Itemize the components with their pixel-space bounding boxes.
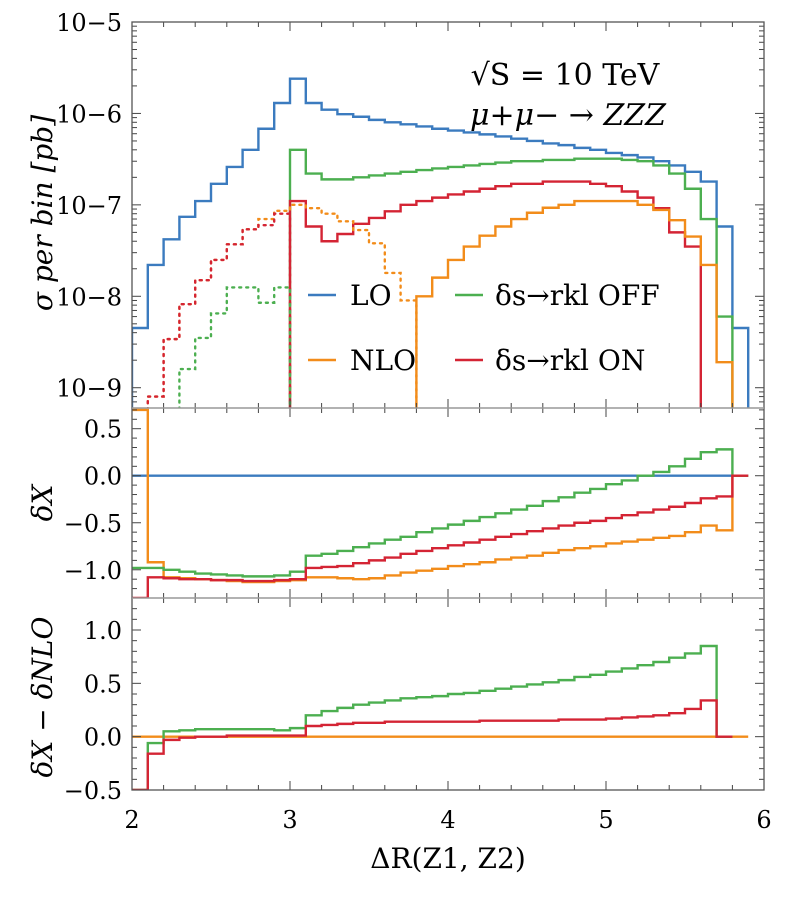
panel-2-y-tick-label: 0.0	[84, 724, 122, 752]
panel-1-series-on-line	[132, 474, 749, 598]
x-tick-label-4: 4	[440, 806, 455, 834]
x-tick-label-3: 3	[282, 806, 297, 834]
panel-0-series-group	[132, 77, 750, 408]
panel-0-series-lo-line	[132, 77, 750, 408]
energy-annotation: √S = 10 TeV	[471, 58, 661, 93]
panel-2-y-tick-label: 0.5	[84, 670, 122, 698]
panel-2-series-on-line	[132, 699, 733, 790]
panel-1-y-tick-label: 0.0	[84, 463, 122, 491]
plot-frame	[131, 21, 765, 791]
main-panel-y-tick-label: 10−8	[56, 283, 122, 311]
legend-label-lo: LO	[350, 279, 392, 312]
axes-layer: 2 3 4 5 6 ΔR(Z1, Z2) σ per bin [pb] δX δ…	[26, 58, 772, 875]
main-panel-y-axis-title: σ per bin [pb]	[26, 115, 59, 311]
panel-0-series-nlo-dotted-line	[146, 203, 418, 408]
legend-label-off: δs→rkl OFF	[495, 279, 660, 312]
process-annotation: μ+μ− → ZZZ	[470, 98, 667, 133]
panel-1-series-group	[132, 408, 749, 598]
main-panel-y-tick-label: 10−9	[56, 375, 122, 403]
panel-2-series-off-line	[132, 644, 733, 790]
panel-2-y-tick-label: 1.0	[84, 617, 122, 645]
panel-0-series-nlo-line	[415, 199, 734, 408]
x-axis-title: ΔR(Z1, Z2)	[370, 842, 526, 875]
panel-1-y-tick-label: −0.5	[64, 510, 122, 538]
diff-panel-y-axis-title: δX − δNLO	[26, 616, 59, 777]
panel-1-series-off-line	[132, 448, 749, 578]
main-panel-y-tick-label: 10−6	[56, 100, 122, 128]
panel-1-series-nlo-line	[132, 408, 749, 584]
legend-label-on: δs→rkl ON	[495, 344, 645, 377]
x-tick-label-5: 5	[598, 806, 613, 834]
panel-1-y-tick-label: −1.0	[64, 557, 122, 585]
panel-0-series-off-dotted-line	[178, 286, 292, 408]
delta-panel-y-axis-title: δX	[26, 484, 59, 522]
legend-label-nlo: NLO	[350, 344, 416, 377]
panel-0-series-off-line	[288, 148, 734, 408]
x-tick-label-2: 2	[124, 806, 139, 834]
x-tick-label-6: 6	[756, 806, 771, 834]
panel-0-series-on-dotted-line	[146, 212, 292, 408]
panel-2-y-tick-label: −0.5	[64, 777, 122, 805]
main-panel-y-tick-label: 10−7	[56, 192, 122, 220]
panel-2-series-group	[132, 644, 749, 790]
main-panel-y-tick-label: 10−5	[56, 9, 122, 37]
plot-area: 10−9 10−8 10−7 10−6 10−5 −1.0 −0.5 0.0 0.5 −0.5 0.…	[56, 9, 765, 805]
panel-1-y-tick-label: 0.5	[84, 416, 122, 444]
legend: LO NLO δs→rkl OFF δs→rkl ON	[308, 279, 660, 377]
